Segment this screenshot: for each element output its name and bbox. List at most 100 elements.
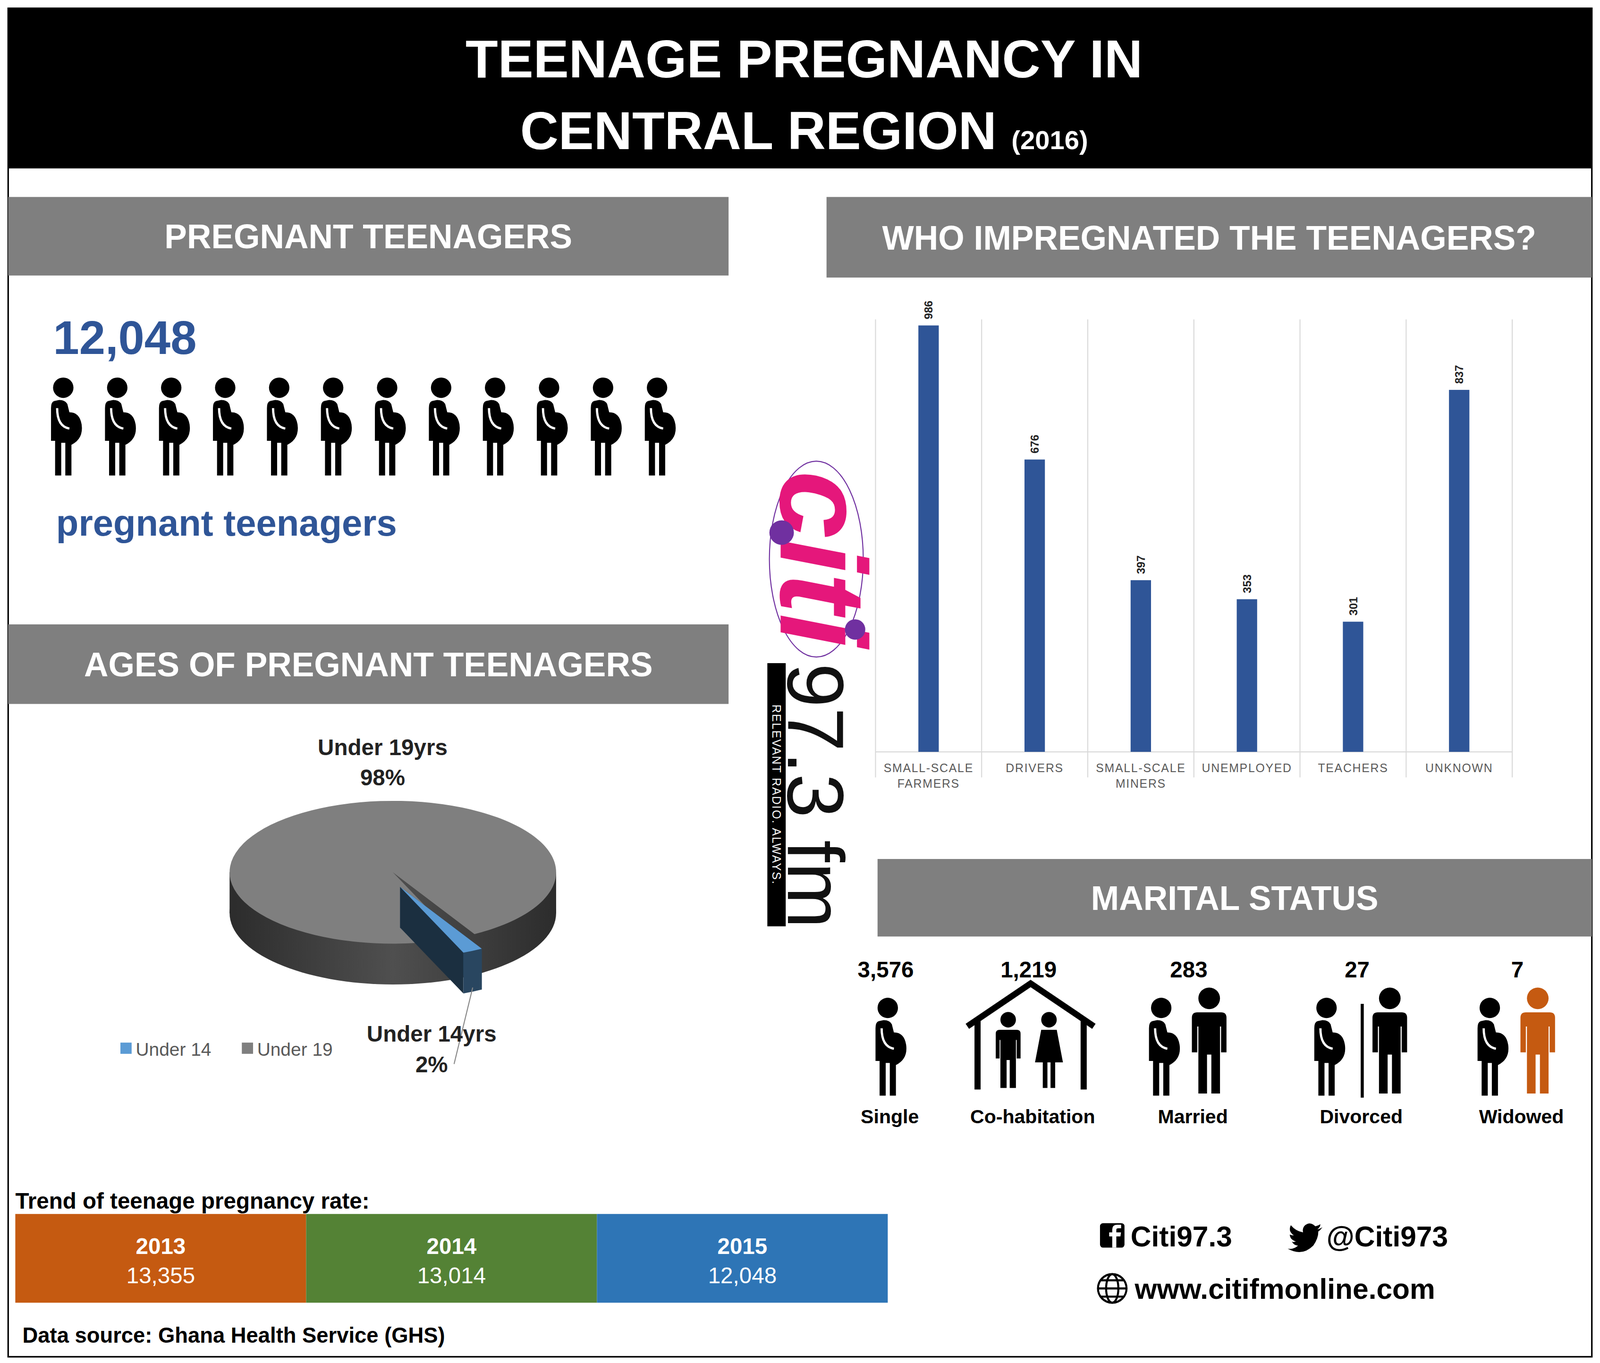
tick-label: SMALL-SCALE FARMERS xyxy=(883,761,974,790)
section-heading-band xyxy=(8,624,729,705)
icon-body xyxy=(995,1030,1021,1089)
tick-label: SMALL-SCALEMINERS xyxy=(1095,761,1186,790)
icon-head xyxy=(160,377,182,398)
tick-label-line: FARMERS xyxy=(897,777,960,791)
section-heading: AGES OF PREGNANT TEENAGERS xyxy=(84,645,653,684)
background xyxy=(0,0,1600,1363)
legend: Under 14 Under 19 xyxy=(120,1039,333,1060)
data-label: 3,576 xyxy=(857,957,915,983)
pie-slice-side xyxy=(463,948,483,994)
grid-line xyxy=(1299,319,1301,778)
caption: pregnant teenagers xyxy=(56,502,398,544)
source: Data source: Ghana Health Service (GHS) xyxy=(22,1323,446,1348)
icon-body xyxy=(159,399,190,476)
icon-arm xyxy=(596,408,610,429)
website: www.citifmonline.com xyxy=(1134,1273,1435,1306)
tick-label-line: SMALL-SCALE xyxy=(883,761,974,775)
icon-arm xyxy=(57,408,70,429)
data-label: 283 xyxy=(1169,957,1208,983)
icon-body xyxy=(428,399,460,476)
logo-tagline-band xyxy=(767,663,786,927)
tick-label-line: MINERS xyxy=(1115,777,1167,791)
logo-name: citi xyxy=(754,470,892,651)
icon-arm xyxy=(272,408,286,429)
bars xyxy=(918,325,1470,753)
trend-year: 2014 xyxy=(426,1234,477,1260)
trend-value: 13,014 xyxy=(417,1263,486,1289)
bar xyxy=(1448,389,1470,753)
globe-icon xyxy=(1098,1274,1127,1304)
category-label: Single xyxy=(860,1106,919,1128)
facebook-glyph xyxy=(1108,1225,1121,1249)
bar-chart: 986SMALL-SCALEFARMERS676DRIVERS397SMALL-… xyxy=(875,300,1513,791)
category-label: Married xyxy=(1157,1106,1228,1128)
data-label: 301 xyxy=(1346,597,1360,617)
logo-tagline: RELEVANT RADIO. ALWAYS. xyxy=(770,704,783,886)
trend-cell xyxy=(15,1214,306,1304)
icon-row xyxy=(50,377,676,476)
tick-label-line: TEACHERS xyxy=(1317,761,1389,775)
pregnant-icon xyxy=(875,998,906,1096)
pregnant-icon xyxy=(482,377,514,476)
grid-line xyxy=(1511,319,1513,778)
twitter-icon xyxy=(1287,1223,1323,1253)
pregnant-icon xyxy=(266,377,298,476)
icon-head xyxy=(214,377,236,398)
pregnant-icon xyxy=(1314,998,1346,1096)
icon-body xyxy=(1192,1012,1227,1094)
data-label: 1,219 xyxy=(1000,957,1057,983)
icon-arm xyxy=(327,408,340,429)
icon-body xyxy=(1520,1012,1556,1094)
trend-title: Trend of teenage pregnancy rate: xyxy=(15,1188,370,1214)
slice-value-label: 2% xyxy=(415,1052,449,1078)
icon-arm xyxy=(881,1028,894,1050)
icon-arm xyxy=(434,408,448,429)
icon-arm xyxy=(1483,1028,1497,1050)
twitter-handle: @Citi973 xyxy=(1326,1220,1448,1253)
icon-body xyxy=(1477,1020,1509,1097)
tick-label: DRIVERS xyxy=(1005,761,1064,775)
legend-label: Under 19 xyxy=(257,1039,333,1060)
pregnant-icon xyxy=(374,377,406,476)
man-icon xyxy=(1520,987,1556,1094)
icon-head xyxy=(646,377,668,398)
man-icon xyxy=(1192,987,1227,1094)
icon-head xyxy=(484,377,506,398)
pregnant-icon xyxy=(321,377,352,476)
trend-value: 12,048 xyxy=(708,1263,777,1289)
data-label: 27 xyxy=(1344,957,1370,983)
grid-line xyxy=(1193,319,1195,778)
icon-head xyxy=(322,377,344,398)
icon-head xyxy=(1479,998,1500,1019)
icon-arm xyxy=(651,408,664,429)
trend-year: 2015 xyxy=(717,1234,768,1260)
frame xyxy=(8,8,1592,1358)
woman-icon xyxy=(1034,1012,1063,1089)
bar xyxy=(1236,599,1258,753)
pregnant-icon xyxy=(590,377,622,476)
section-heading-band xyxy=(826,196,1592,278)
pregnant-icon xyxy=(644,377,676,476)
pregnant-icon xyxy=(104,377,136,476)
tick-label-line: DRIVERS xyxy=(1005,761,1064,775)
pie-slice xyxy=(399,887,482,953)
icon-body xyxy=(321,399,352,476)
legend-label: Under 14 xyxy=(135,1039,212,1060)
pregnant-icon xyxy=(50,377,82,476)
section-heading-band xyxy=(8,196,729,276)
pie xyxy=(229,801,557,1065)
section-heading-band xyxy=(877,859,1592,937)
icon-head xyxy=(1198,987,1220,1010)
data-label: 676 xyxy=(1028,434,1042,454)
icon-arm xyxy=(489,408,502,429)
icon-head xyxy=(1041,1012,1057,1028)
category-label: Co-habitation xyxy=(970,1106,1095,1128)
icon-arm xyxy=(542,408,556,429)
tick-label: UNKNOWN xyxy=(1425,761,1493,775)
icon-body xyxy=(482,399,514,476)
icon-body xyxy=(266,399,298,476)
icon-head xyxy=(1151,998,1172,1019)
facebook-handle: Citi97.3 xyxy=(1130,1220,1233,1253)
section-heading: WHO IMPREGNATED THE TEENAGERS? xyxy=(882,219,1537,257)
data-label: 7 xyxy=(1511,957,1524,983)
